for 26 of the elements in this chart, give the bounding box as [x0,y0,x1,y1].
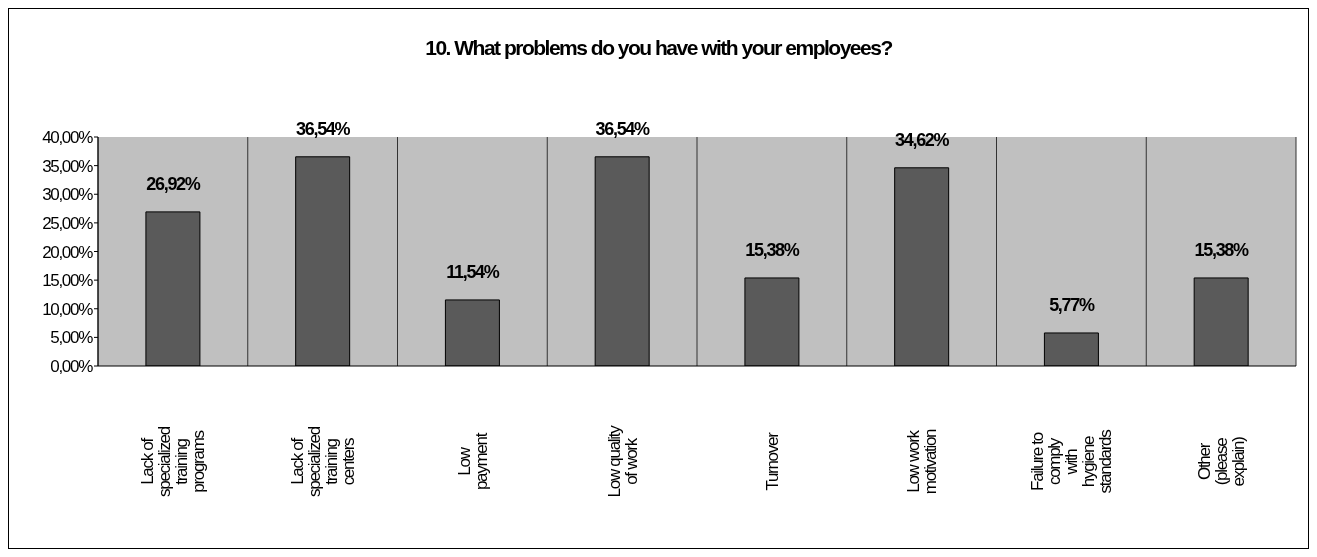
y-tick-label: 0,00% [50,357,94,377]
y-tick-label: 20,00% [42,242,94,262]
data-label: 15,38% [745,239,800,260]
data-label: 26,92% [146,173,201,194]
x-tick-label: Turnover [762,431,782,491]
data-label: 34,62% [895,129,950,150]
y-tick-label: 15,00% [42,271,94,291]
x-tick-label: Low work motivation [904,428,941,495]
y-tick-label: 5,00% [50,328,94,348]
x-tick-label: Other (please explain) [1195,436,1249,487]
data-label: 36,54% [595,118,651,139]
data-label: 15,38% [1194,239,1250,260]
y-tick-label: 30,00% [42,185,94,205]
x-tick-label: Low payment [454,432,491,491]
y-tick-label: 25,00% [42,213,94,233]
x-tick-label: Failure to comply with hygiene standards [1028,429,1116,494]
x-tick-label: Lack of specialized training programs [138,426,209,497]
y-tick-label: 40,00% [42,128,94,148]
y-tick-label: 35,00% [42,156,94,176]
data-label: 11,54% [446,261,500,282]
chart-title: 10. What problems do you have with your employees? [424,36,893,60]
y-tick-label: 10,00% [42,299,94,319]
data-label: 36,54% [296,118,351,139]
data-label: 5,77% [1049,294,1095,315]
x-tick-label: Lack of specialized training centers [288,426,359,497]
x-tick-label: Low quality of work [604,424,641,498]
